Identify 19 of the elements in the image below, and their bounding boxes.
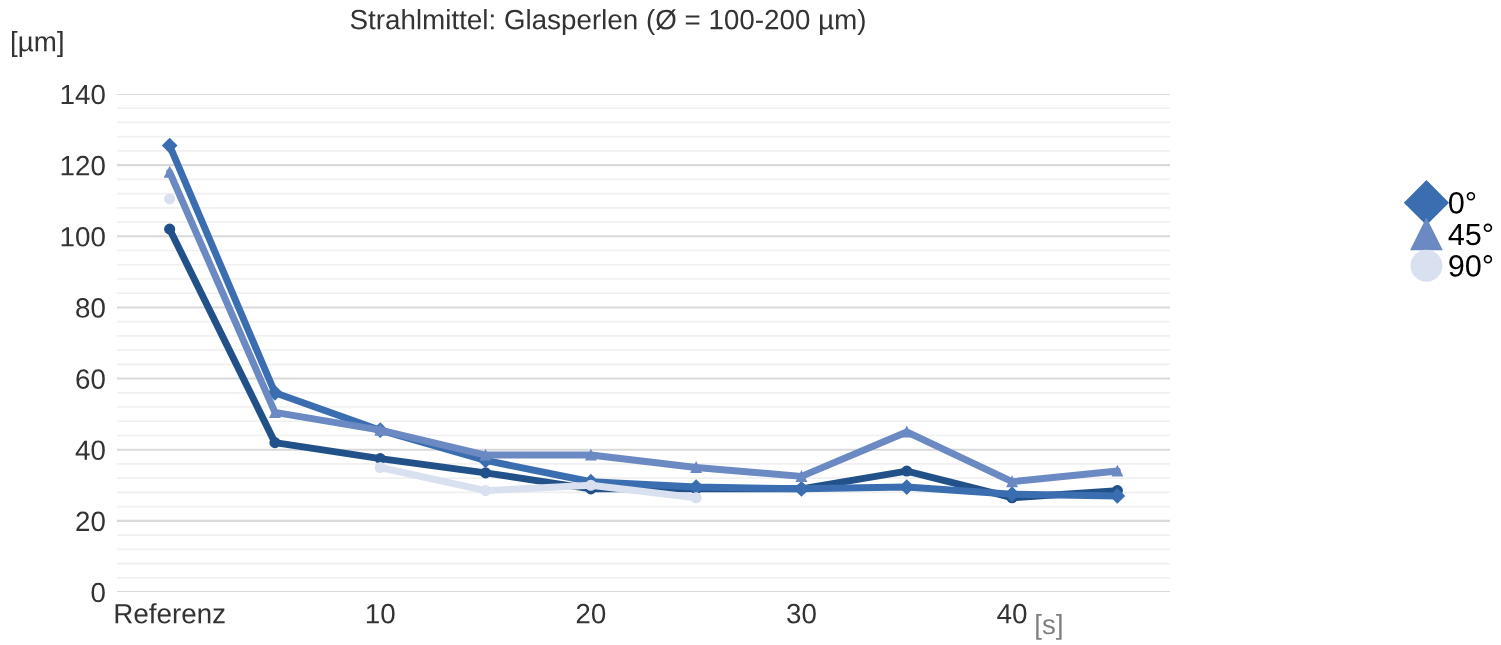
y-tick-label: 20 <box>76 511 105 532</box>
y-tick-label: 40 <box>75 440 105 461</box>
y-axis-title: [µm] <box>11 31 63 57</box>
y-tick-label: 60 <box>76 369 105 389</box>
x-tick-label: 40 <box>997 603 1027 624</box>
chart-title: Strahlmittel: Glasperlen (Ø = 100-200 µm) <box>350 9 865 35</box>
x-tick-label: Referenz <box>115 603 225 624</box>
x-tick-label: 10 <box>366 603 395 624</box>
y-tick-label: 140 <box>61 84 105 105</box>
legend-label: 0° <box>1449 192 1476 214</box>
x-tick-label: 30 <box>787 603 816 624</box>
y-tick-label: 100 <box>61 226 105 247</box>
y-tick-label: 0 <box>91 582 105 603</box>
y-tick-label: 120 <box>61 155 105 176</box>
x-axis-title: [s] <box>1036 613 1062 640</box>
legend-label: 90° <box>1449 255 1493 277</box>
y-tick-label: 80 <box>76 298 105 318</box>
x-tick-label: 20 <box>576 603 606 624</box>
legend-label: 45° <box>1448 223 1493 246</box>
